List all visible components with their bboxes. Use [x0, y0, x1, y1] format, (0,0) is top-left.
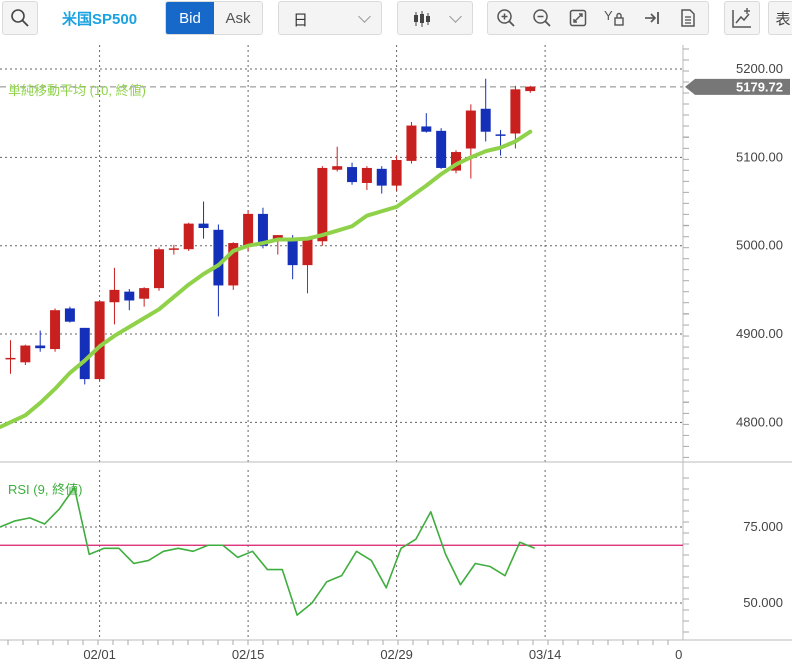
chart-tools-group: Y — [487, 1, 709, 35]
jump-to-end-button[interactable] — [638, 2, 666, 34]
candle-body — [124, 291, 135, 301]
chevron-down-icon — [449, 10, 462, 23]
sma-series — [0, 129, 533, 429]
symbol-label[interactable]: 米国SP500 — [62, 11, 138, 28]
candle-body — [317, 167, 328, 242]
last-price-label: 5179.72 — [736, 79, 783, 94]
text-lock-icon: Y — [604, 8, 624, 26]
text-lock-button[interactable]: Y — [600, 2, 628, 34]
price-tick-label: 5100.00 — [736, 149, 783, 164]
candle-body — [347, 167, 358, 183]
chart-axes: 5200.00 5100.00 5000.00 4900.00 4800.00 75.00… — [7, 48, 790, 662]
candle-body — [465, 110, 476, 149]
date-tick-label: 02/29 — [380, 647, 413, 662]
candle-body — [183, 223, 194, 250]
candle-body — [154, 249, 164, 289]
candle-body — [391, 160, 402, 186]
chart-panes — [0, 45, 792, 641]
price-tick-label: 5000.00 — [736, 238, 783, 253]
candle-body — [257, 213, 268, 246]
chevron-down-icon — [358, 10, 371, 23]
document-button[interactable] — [674, 2, 702, 34]
candle-body — [495, 134, 506, 136]
candle-body — [421, 126, 432, 132]
candle-body — [525, 86, 536, 92]
candle-body — [168, 248, 179, 250]
chart-toolbar: 米国SP500 Bid Ask 日 Y — [0, 0, 792, 40]
date-tick-label: 0 — [675, 647, 682, 662]
rsi-line — [0, 486, 536, 616]
candle-body — [436, 130, 447, 168]
candle-body — [20, 345, 31, 363]
candle-body — [139, 288, 150, 299]
candle-body — [109, 289, 120, 303]
search-icon — [11, 9, 29, 27]
zoom-in-button[interactable] — [492, 2, 520, 34]
fit-screen-button[interactable] — [564, 2, 592, 34]
candle-body — [406, 125, 417, 161]
price-tick-label: 5200.00 — [736, 61, 783, 76]
zoom-in-icon — [497, 9, 515, 27]
candle-body — [94, 301, 105, 380]
price-tick-label: 4900.00 — [736, 326, 783, 341]
right-menu-button[interactable]: 表 — [768, 1, 792, 35]
rsi-series — [0, 486, 683, 616]
candlestick-icon — [414, 11, 430, 27]
period-select[interactable]: 日 — [278, 1, 382, 35]
ask-button[interactable]: Ask — [214, 2, 262, 34]
candle-body — [50, 310, 61, 350]
fit-screen-icon — [569, 9, 587, 27]
zoom-out-button[interactable] — [528, 2, 556, 34]
candle-body — [510, 89, 521, 134]
rsi-tick-label: 50.000 — [743, 595, 783, 610]
candle-body — [376, 168, 387, 186]
zoom-out-icon — [533, 9, 551, 27]
candle-body — [361, 167, 372, 183]
candle-body — [5, 357, 16, 360]
last-price-tag — [685, 78, 790, 95]
document-icon — [681, 9, 695, 27]
candlestick-series — [5, 78, 536, 385]
chart-type-select[interactable] — [397, 1, 473, 35]
candle-body — [287, 238, 298, 266]
candle-body — [243, 213, 254, 246]
candle-body — [79, 327, 90, 380]
bid-button[interactable]: Bid — [166, 2, 214, 34]
candle-body — [213, 229, 224, 286]
add-indicator-icon — [732, 8, 751, 28]
period-value: 日 — [293, 12, 309, 29]
price-chart[interactable]: 5200.00 5100.00 5000.00 4900.00 4800.00 75.00… — [0, 40, 792, 668]
rsi-tick-label: 75.000 — [743, 519, 783, 534]
chart-grid — [0, 45, 683, 640]
bid-ask-toggle: Bid Ask — [165, 1, 263, 35]
candle-body — [302, 239, 313, 266]
date-tick-label: 02/01 — [83, 647, 116, 662]
candle-body — [64, 308, 75, 322]
date-tick-label: 03/14 — [529, 647, 562, 662]
jump-to-end-icon — [645, 12, 659, 24]
price-tick-label: 4800.00 — [736, 414, 783, 429]
candle-body — [198, 223, 209, 229]
svg-text:Y: Y — [604, 8, 613, 23]
sma-line — [0, 129, 533, 429]
candle-body — [480, 108, 491, 132]
rsi-indicator-label: RSI (9, 終値) — [8, 482, 82, 497]
candle-body — [35, 345, 46, 349]
date-tick-label: 02/15 — [232, 647, 265, 662]
sma-indicator-label: 単純移動平均 (10, 終値) — [8, 83, 146, 98]
add-indicator-button[interactable] — [724, 1, 760, 35]
candle-body — [451, 152, 461, 171]
candle-body — [332, 166, 343, 170]
search-button[interactable] — [2, 1, 38, 35]
candle-body — [228, 243, 239, 286]
